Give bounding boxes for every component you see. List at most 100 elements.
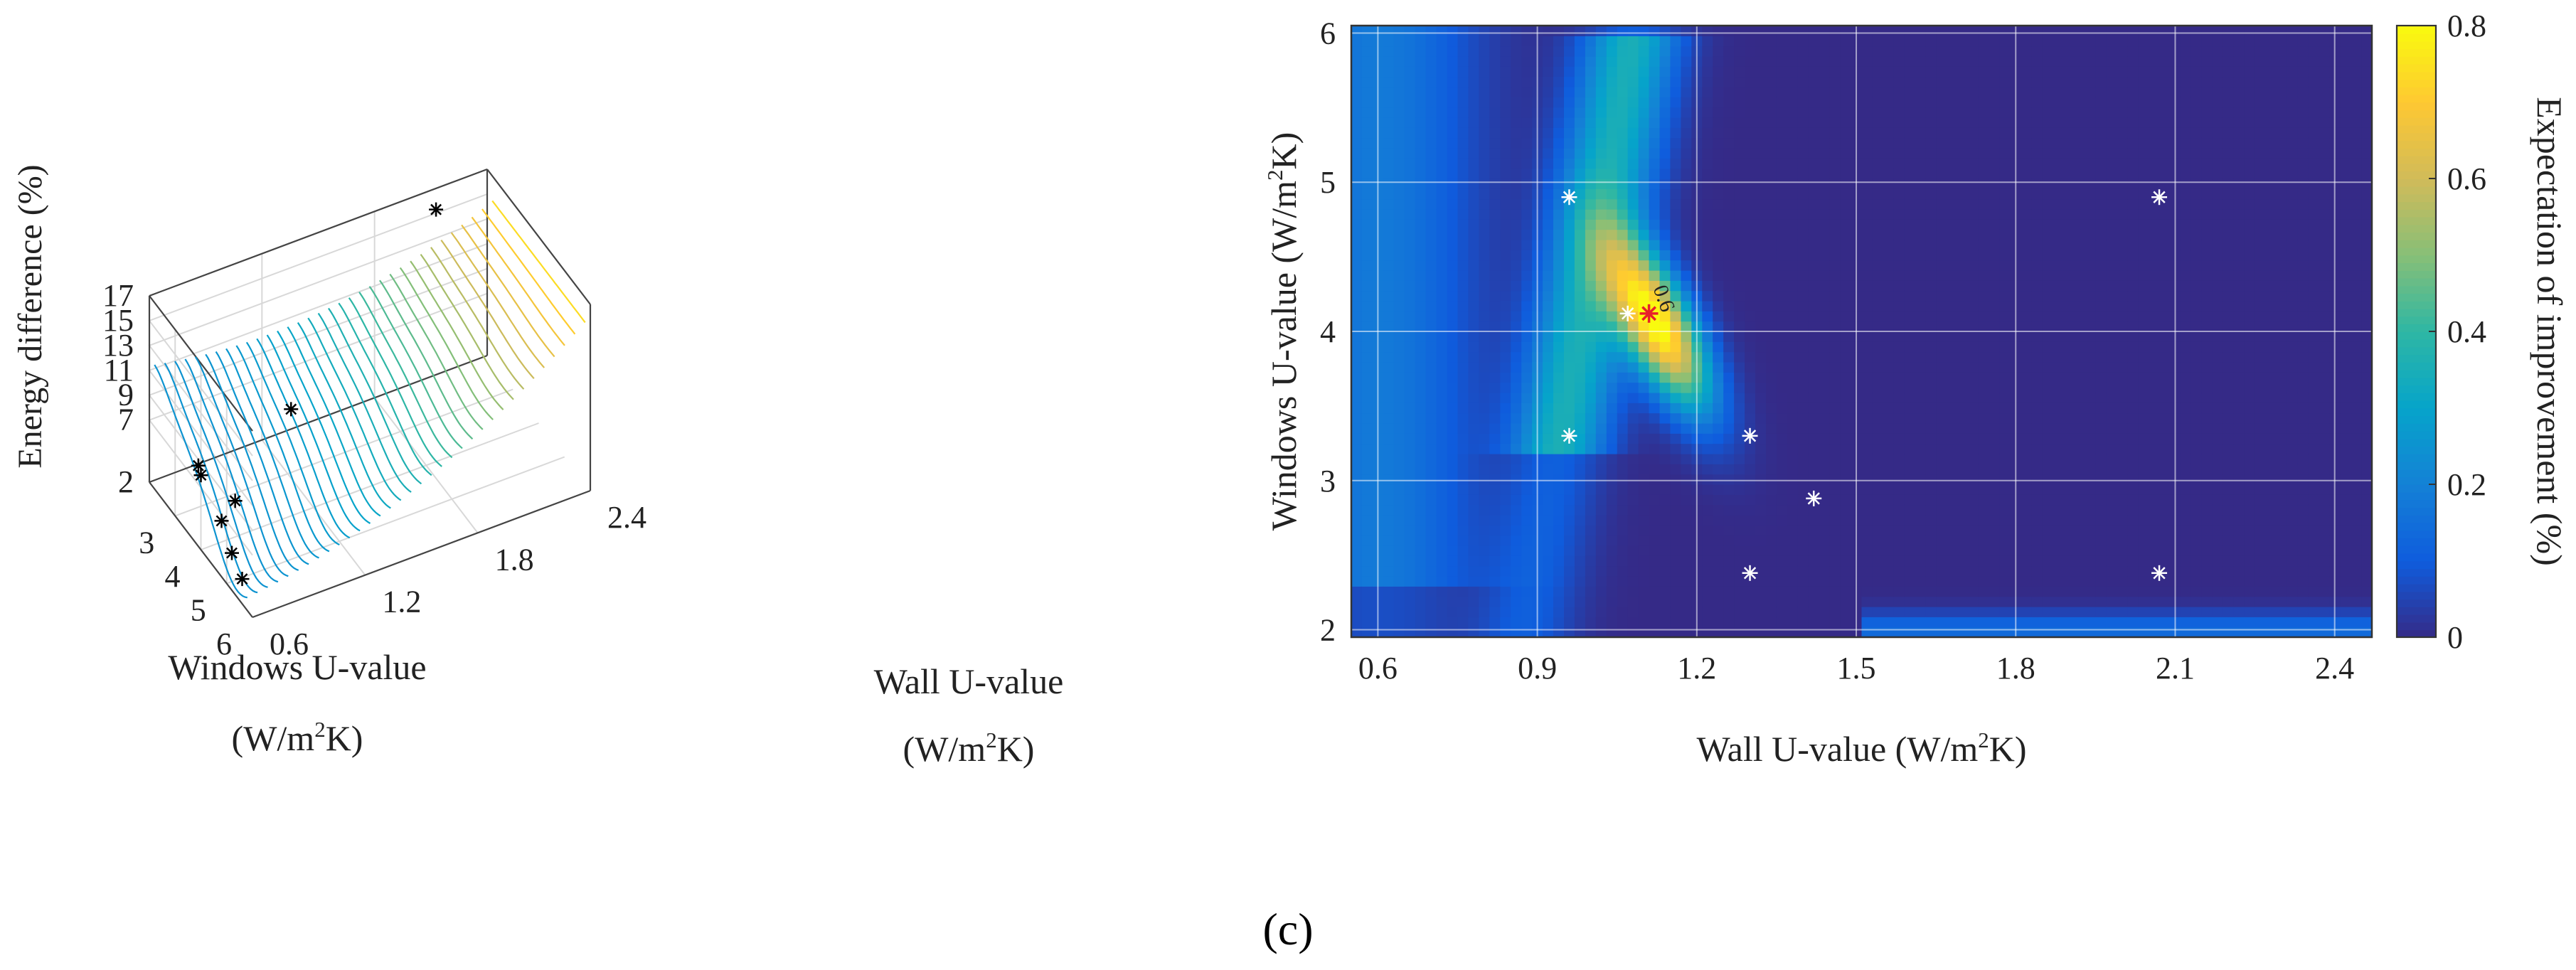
heatmap-cell	[2138, 412, 2149, 424]
heatmap-cell	[1670, 535, 1681, 546]
heatmap-cell	[2085, 26, 2096, 36]
heatmap-cell	[1564, 301, 1575, 311]
heatmap-cell	[2159, 545, 2171, 556]
heatmap-cell	[2138, 535, 2149, 546]
heatmap-cell	[1840, 351, 1852, 363]
heatmap-cell	[1543, 311, 1554, 322]
heatmap-cell	[2159, 270, 2171, 281]
heatmap-cell	[2191, 474, 2203, 485]
heatmap-cell	[2149, 321, 2160, 332]
heatmap-cell	[2138, 617, 2149, 628]
heatmap-cell	[1574, 454, 1586, 464]
heatmap-cell	[1447, 535, 1458, 546]
heatmap-cell	[2106, 331, 2117, 342]
heatmap-cell	[2191, 627, 2203, 638]
heatmap-cell	[1861, 270, 1873, 281]
heatmap-cell	[1957, 158, 1969, 169]
heatmap-cell	[1415, 127, 1427, 139]
heatmap-cell	[1829, 555, 1841, 567]
heatmap-cell	[1351, 168, 1363, 179]
heatmap-cell	[1468, 117, 1479, 128]
heatmap-cell	[1479, 26, 1490, 36]
heatmap-cell	[1425, 351, 1437, 363]
heatmap-cell	[1915, 362, 1926, 373]
heatmap-cell	[1968, 362, 1979, 373]
heatmap-cell	[1787, 280, 1799, 292]
heatmap-cell	[1745, 97, 1756, 108]
heatmap-cell	[1702, 301, 1713, 311]
heatmap-cell	[1904, 260, 1915, 271]
heatmap-cell	[1723, 412, 1735, 424]
heatmap-cell	[2021, 301, 2033, 311]
heatmap-cell	[1745, 504, 1756, 516]
heatmap-cell	[2117, 515, 2128, 526]
heatmap-cell	[1819, 515, 1831, 526]
heatmap-cell	[1393, 178, 1405, 189]
heatmap-cell	[1776, 586, 1788, 597]
heatmap-cell	[1925, 198, 1937, 210]
heatmap-cell	[1500, 66, 1511, 78]
heatmap-cell	[1681, 148, 1692, 159]
heatmap-cell	[1564, 76, 1575, 87]
heatmap-cell	[1968, 46, 1979, 57]
heatmap-cell	[1957, 137, 1969, 149]
heatmap-cell	[1776, 454, 1788, 464]
heatmap-cell	[1797, 290, 1809, 302]
heatmap-cell	[1564, 66, 1575, 78]
heatmap-cell	[1351, 412, 1363, 424]
heatmap-cell	[1489, 250, 1501, 261]
heatmap-cell	[1723, 484, 1735, 495]
heatmap-cell	[2138, 321, 2149, 332]
heatmap-cell	[1840, 311, 1852, 322]
heatmap-cell	[2085, 454, 2096, 464]
heatmap-cell	[1797, 311, 1809, 322]
heatmap-cell	[1893, 617, 1905, 628]
heatmap-cell	[1595, 26, 1607, 36]
heatmap-cell	[1351, 393, 1363, 403]
heatmap-cell	[1904, 97, 1915, 108]
heatmap-cell	[1829, 372, 1841, 383]
heatmap-cell	[2159, 76, 2171, 87]
heatmap-cell	[2191, 433, 2203, 444]
heatmap-cell	[1468, 515, 1479, 526]
heatmap-cell	[2074, 280, 2085, 292]
heatmap-cell	[1627, 321, 1639, 332]
heatmap-cell	[1681, 198, 1692, 210]
heatmap-cell	[1361, 454, 1373, 464]
heatmap-cell	[1479, 311, 1490, 322]
heatmap-cell	[1489, 474, 1501, 485]
heatmap-cell	[1553, 36, 1565, 47]
heatmap-cell	[1797, 137, 1809, 149]
heatmap-cell	[1925, 576, 1937, 587]
heatmap-cell	[2053, 168, 2065, 179]
heatmap-cell	[1425, 627, 1437, 638]
heatmap-cell	[1713, 464, 1724, 475]
heatmap-cell	[1436, 331, 1448, 342]
heatmap-cell	[1383, 321, 1395, 332]
heatmap-cell	[2212, 565, 2224, 577]
heatmap-cell	[2053, 137, 2065, 149]
heatmap-cell	[2149, 454, 2160, 464]
heatmap-cell	[1670, 209, 1681, 220]
heatmap-cell	[1574, 76, 1586, 87]
heatmap-cell	[1702, 596, 1713, 607]
heatmap-cell	[1457, 596, 1469, 607]
heatmap-cell	[1797, 66, 1809, 78]
heatmap-cell	[1968, 627, 1979, 638]
heatmap-cell	[1436, 66, 1448, 78]
heatmap-cell	[1745, 280, 1756, 292]
heatmap-cell	[2095, 535, 2107, 546]
heatmap-cell	[1713, 576, 1724, 587]
heatmap-cell	[1915, 168, 1926, 179]
heatmap-cell	[1925, 464, 1937, 475]
heatmap-cell	[1713, 290, 1724, 302]
heatmap-cell	[1670, 412, 1681, 424]
heatmap-cell	[1745, 515, 1756, 526]
heatmap-cell	[2180, 484, 2192, 495]
heatmap-cell	[1978, 372, 1990, 383]
heatmap-cell	[1861, 504, 1873, 516]
heatmap-cell	[1915, 107, 1926, 118]
heatmap-cell	[1723, 515, 1735, 526]
heatmap-cell	[1383, 331, 1395, 342]
heatmap-cell	[1925, 372, 1937, 383]
